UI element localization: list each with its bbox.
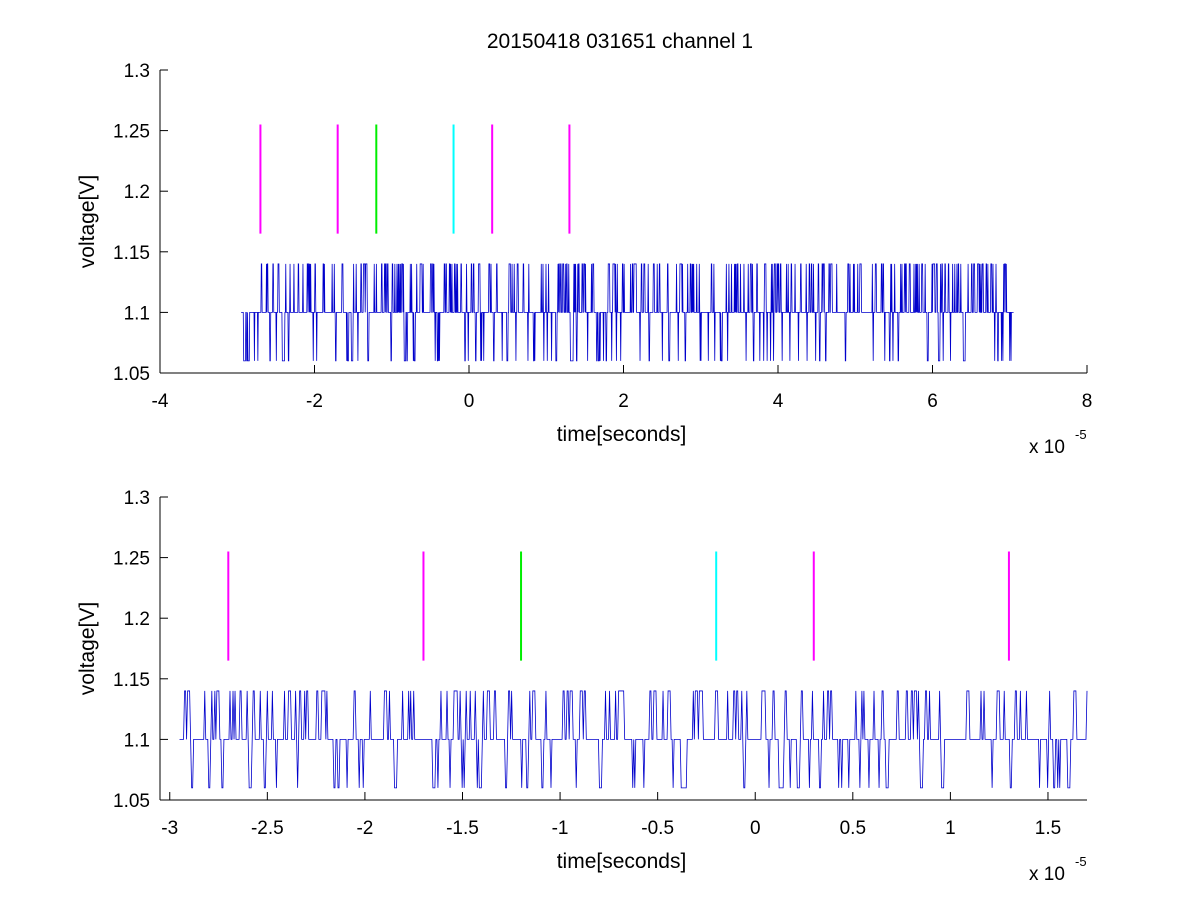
x-axis-label: time[seconds]: [557, 423, 687, 446]
voltage-trace: [241, 263, 1014, 362]
y-tick-label: 1.3: [124, 488, 150, 509]
x-exponent-label: x 10: [1029, 864, 1065, 885]
y-tick-label: 1.05: [113, 364, 150, 385]
y-tick-label: 1.1: [124, 730, 150, 751]
x-exponent-power: -5: [1075, 854, 1087, 869]
y-axis-label: voltage[V]: [76, 175, 99, 268]
x-tick-label: 1.5: [1035, 818, 1061, 839]
x-tick-label: -2: [356, 818, 373, 839]
y-tick-label: 1.1: [124, 303, 150, 324]
y-axis-label: voltage[V]: [76, 602, 99, 695]
x-tick-label: 4: [773, 391, 784, 412]
x-exponent-label: x 10: [1029, 437, 1065, 458]
y-tick-label: 1.2: [124, 609, 150, 630]
chart-title: 20150418 031651 channel 1: [487, 30, 753, 53]
x-tick-label: -0.5: [641, 818, 674, 839]
y-tick-label: 1.3: [124, 61, 150, 82]
x-tick-label: -1: [552, 818, 569, 839]
x-axis-label: time[seconds]: [557, 850, 687, 873]
x-tick-label: 6: [927, 391, 938, 412]
x-tick-label: -2: [306, 391, 323, 412]
y-tick-label: 1.15: [113, 670, 150, 691]
x-tick-label: -1.5: [446, 818, 479, 839]
x-tick-label: 0.5: [840, 818, 866, 839]
x-tick-label: 0: [750, 818, 761, 839]
y-tick-label: 1.25: [113, 122, 150, 143]
y-tick-label: 1.2: [124, 182, 150, 203]
x-tick-label: 2: [618, 391, 629, 412]
x-tick-label: 8: [1082, 391, 1093, 412]
plot-panel-full: 1.05 1.1 1.15 1.2 1.25 1.3 -4 -2 0 2 4 6 8 time[secon…: [76, 61, 1092, 458]
x-tick-label: -4: [152, 391, 169, 412]
y-tick-label: 1.25: [113, 549, 150, 570]
y-tick-label: 1.05: [113, 791, 150, 812]
x-tick-label: -2.5: [251, 818, 284, 839]
x-exponent-power: -5: [1075, 427, 1087, 442]
plot-panel-zoom: 1.05 1.1 1.15 1.2 1.25 1.3 -3 -2.5 -2 -1.5 -1 -0.5 0…: [76, 488, 1088, 885]
x-tick-label: 1: [945, 818, 956, 839]
voltage-trace: [179, 690, 1088, 789]
y-tick-label: 1.15: [113, 243, 150, 264]
x-tick-label: 0: [464, 391, 475, 412]
x-tick-label: -3: [161, 818, 178, 839]
